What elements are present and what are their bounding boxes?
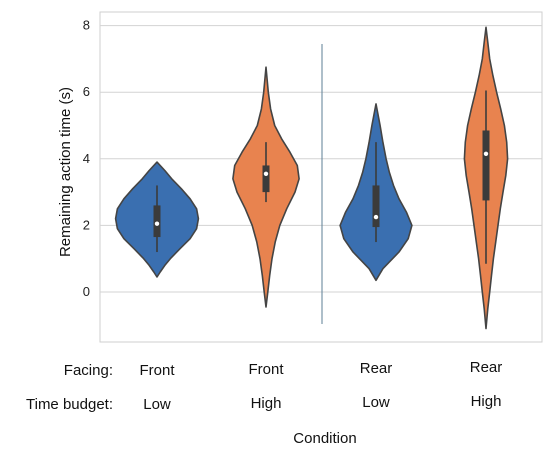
facing-label: Rear	[470, 359, 503, 376]
time-budget-label: High	[251, 395, 282, 412]
violin-median	[373, 214, 379, 220]
category-labels: Facing: Time budget: Front Low Front High Rear…	[26, 359, 502, 413]
time-budget-label: Low	[362, 394, 390, 411]
facing-label: Front	[139, 362, 175, 379]
violin-iqr-box	[153, 205, 161, 238]
y-tick-labels: 0 2 4 6 8	[83, 18, 90, 299]
violin-median	[154, 221, 160, 226]
y-tick-label: 0	[83, 284, 90, 299]
facing-row-label: Facing:	[64, 362, 113, 379]
violin-4	[463, 26, 509, 330]
time-budget-label: Low	[143, 396, 171, 413]
y-tick-label: 8	[83, 18, 90, 33]
plot-frame	[99, 11, 543, 343]
facing-label: Front	[248, 361, 284, 378]
violin-2	[232, 66, 300, 308]
violin-3	[339, 103, 413, 282]
violin-median	[483, 151, 489, 157]
violins	[114, 26, 509, 330]
violin-iqr-box	[482, 130, 490, 201]
time-budget-row-label: Time budget:	[26, 396, 113, 413]
facing-label: Rear	[360, 360, 393, 377]
violin-iqr-box	[262, 165, 270, 193]
violin-1	[114, 161, 200, 278]
y-axis-title: Remaining action time (s)	[57, 87, 74, 257]
y-tick-label: 6	[83, 84, 90, 99]
y-tick-label: 4	[83, 151, 90, 166]
violin-iqr-box	[372, 185, 380, 228]
y-tick-label: 2	[83, 217, 90, 232]
x-axis-title: Condition	[293, 430, 356, 447]
time-budget-label: High	[471, 393, 502, 410]
violin-median	[263, 171, 269, 176]
